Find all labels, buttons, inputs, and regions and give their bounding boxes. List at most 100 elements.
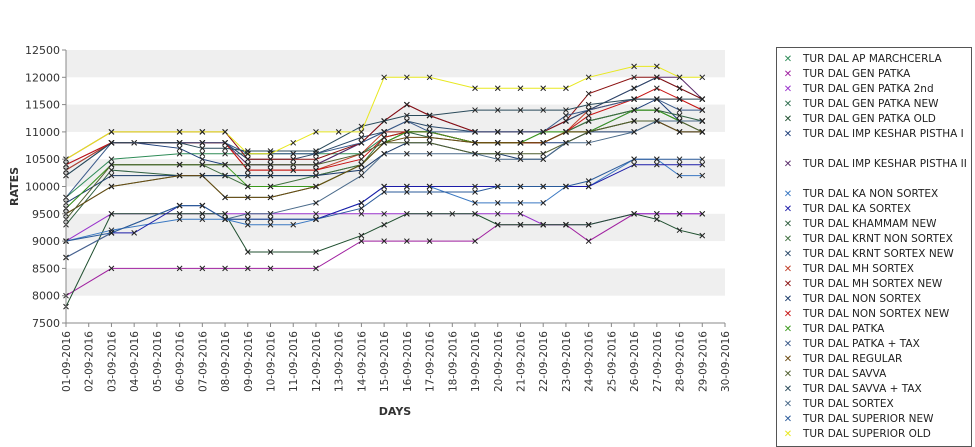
data-point (517, 221, 524, 228)
series-line (65, 65, 703, 160)
x-tick-label: 10-09-2016 (266, 331, 278, 392)
data-point (653, 216, 660, 223)
data-point (631, 63, 637, 70)
data-point (244, 249, 251, 255)
legend-label: TUR DAL MH SORTEX NEW (803, 278, 943, 290)
x-tick-label: 27-09-2016 (652, 331, 664, 392)
data-point (563, 107, 569, 113)
data-point (426, 238, 433, 244)
data-point (244, 183, 251, 190)
x-tick-label: 28-09-2016 (675, 331, 687, 392)
legend-marker-icon: ✕ (783, 234, 793, 245)
data-point (426, 139, 433, 146)
data-point (358, 156, 365, 163)
x-tick-label: 20-09-2016 (493, 331, 505, 392)
data-point (290, 156, 297, 163)
data-point (585, 112, 592, 119)
data-point (699, 156, 706, 163)
data-point (563, 221, 569, 228)
data-point (358, 232, 365, 239)
x-tick-label: 11-09-2016 (288, 331, 300, 392)
x-tick-label: 07-09-2016 (197, 331, 209, 392)
data-point (108, 183, 115, 190)
data-point (540, 156, 547, 163)
data-point (699, 210, 706, 217)
legend-item: ✕ TUR DAL GEN PATKA NEW (781, 97, 969, 112)
data-point (222, 150, 228, 157)
legend-label: TUR DAL SAVVA (803, 368, 887, 380)
legend-marker-icon: ✕ (783, 309, 793, 320)
data-point (381, 74, 387, 81)
data-point (472, 139, 478, 146)
legend-item: ✕ TUR DAL GEN PATKA OLD (781, 112, 969, 127)
data-point (358, 139, 365, 146)
data-point (653, 85, 660, 92)
data-point (676, 107, 683, 113)
legend-item: ✕ TUR DAL AP MARCHCERLA (781, 52, 969, 67)
data-point (222, 161, 228, 168)
data-point (472, 200, 478, 206)
y-tick-label: 12500 (25, 44, 60, 57)
legend-label: TUR DAL SAVVA + TAX (803, 383, 922, 395)
y-tick-label: 11500 (25, 99, 60, 112)
data-point (108, 230, 115, 236)
data-point (494, 107, 501, 113)
y-tick-label: 11000 (25, 126, 60, 139)
grid-band (66, 159, 725, 187)
data-point (653, 118, 660, 124)
data-point (108, 129, 115, 135)
data-point (404, 74, 410, 81)
legend-marker-icon: ✕ (783, 414, 793, 425)
data-point (517, 183, 524, 190)
data-point (267, 161, 274, 168)
x-tick-label: 29-09-2016 (697, 331, 709, 392)
data-point (290, 167, 297, 173)
x-tick-label: 06-09-2016 (175, 331, 187, 392)
data-point (108, 139, 115, 146)
legend-label: TUR DAL SORTEX (803, 398, 894, 410)
x-tick-label: 19-09-2016 (470, 331, 482, 392)
data-point (267, 167, 274, 173)
data-point (381, 129, 387, 135)
data-point (108, 156, 115, 163)
data-point (199, 129, 206, 135)
y-tick-label: 9000 (32, 235, 60, 248)
data-point (699, 232, 706, 239)
legend-item: ✕ TUR DAL GEN PATKA 2nd (781, 82, 969, 97)
legend-label: TUR DAL NON SORTEX (803, 293, 922, 305)
legend-label: TUR DAL NON SORTEX NEW (803, 308, 950, 320)
data-point (563, 118, 569, 124)
data-point (358, 210, 365, 217)
data-point (335, 129, 342, 135)
data-point (267, 172, 274, 179)
legend-marker-icon: ✕ (783, 54, 793, 65)
x-tick-label: 09-09-2016 (243, 331, 255, 392)
data-point (358, 238, 365, 244)
data-point (426, 189, 433, 195)
data-point (176, 172, 183, 179)
x-tick-label: 23-09-2016 (561, 331, 573, 392)
data-point (540, 85, 547, 92)
data-point (631, 85, 637, 92)
data-point (131, 230, 138, 236)
legend-item: ✕ TUR DAL NON SORTEX NEW (781, 307, 969, 322)
data-point (404, 112, 410, 119)
x-axis-ticks: 01-09-2016 02-09-2016 03-09-2016 04-09-2016… (61, 323, 732, 392)
x-tick-label: 15-09-2016 (379, 331, 391, 392)
x-tick-label: 12-09-2016 (311, 331, 323, 392)
y-axis-ticks: 7500 8000 8500 9000 9500 10000 10500 11000 11500… (25, 44, 66, 330)
data-point (267, 221, 274, 228)
legend-item: ✕ TUR DAL SAVVA + TAX (781, 382, 969, 397)
series-23 (63, 63, 706, 163)
data-point (290, 150, 297, 157)
legend-item: ✕ TUR DAL KA NON SORTEX (781, 187, 969, 202)
legend-label: TUR DAL IMP KESHAR PISTHA II (803, 158, 967, 170)
data-point (563, 139, 569, 146)
y-tick-label: 7500 (32, 317, 60, 330)
x-tick-label: 01-09-2016 (61, 331, 73, 392)
x-tick-label: 26-09-2016 (629, 331, 641, 392)
legend-marker-icon: ✕ (783, 159, 793, 170)
legend-item: ✕ TUR DAL PATKA (781, 322, 969, 337)
data-point (358, 129, 365, 135)
data-point (676, 161, 683, 168)
